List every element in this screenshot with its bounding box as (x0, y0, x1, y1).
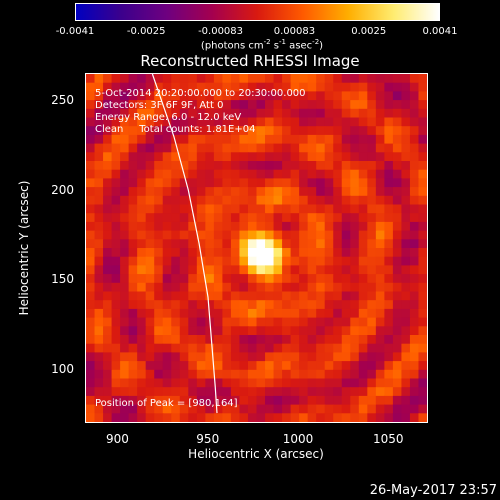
heatmap-image (86, 74, 427, 422)
plot-area (85, 73, 428, 423)
colorbar-tick-label: 0.0025 (351, 26, 387, 37)
annotation-peak-position: Position of Peak = [980,164] (95, 398, 238, 409)
colorbar-units: (photons cm-2 s-1 asec-2) (200, 38, 324, 52)
y-axis-label: Heliocentric Y (arcsec) (17, 180, 31, 316)
annotation-detectors: Detectors: 3F 6F 9F, Att 0 (95, 100, 224, 111)
colorbar-gradient (76, 4, 439, 20)
plot-timestamp: 26-May-2017 23:57 (369, 483, 497, 498)
solar-limb-line (151, 74, 218, 414)
y-tick-label: 250 (51, 92, 74, 107)
x-tick-label: 900 (106, 432, 129, 446)
colorbar-tick-label: -0.00083 (198, 26, 244, 37)
y-tick-label: 150 (51, 272, 74, 287)
x-tick-label: 950 (196, 432, 220, 446)
chart-title: Reconstructed RHESSI Image (140, 52, 360, 70)
x-tick-label: 1000 (282, 432, 314, 446)
y-tick-label: 100 (51, 362, 74, 377)
heatmap-cells (86, 74, 427, 422)
y-tick-label: 200 (51, 182, 74, 197)
colorbar (75, 3, 440, 21)
colorbar-tick-label: -0.0025 (126, 26, 166, 37)
colorbar-tick-label: 0.00083 (273, 26, 316, 37)
colorbar-tick-label: -0.0041 (55, 26, 95, 37)
annotation-clean-counts: Clean Total counts: 1.81E+04 (95, 124, 256, 135)
x-tick-label: 1050 (373, 432, 404, 446)
colorbar-tick-label: 0.0041 (422, 26, 458, 37)
x-axis-label: Heliocentric X (arcsec) (188, 447, 324, 461)
annotation-time-range: 5-Oct-2014 20:20:00.000 to 20:30:00.000 (95, 88, 306, 99)
annotation-energy-range: Energy Range: 6.0 - 12.0 keV (95, 112, 242, 123)
